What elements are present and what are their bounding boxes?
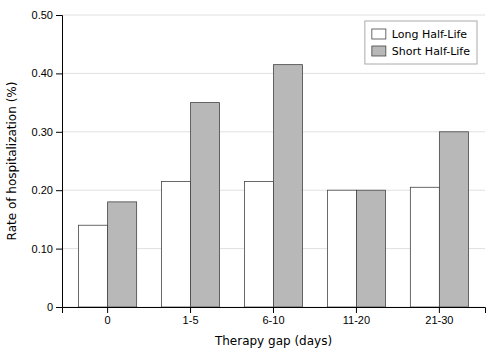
- y-tick-mark: [56, 132, 62, 133]
- x-tick-label: 0: [105, 314, 111, 326]
- x-tick: 21-30: [425, 307, 453, 326]
- x-tick: 6-10: [262, 307, 284, 326]
- x-tick-mark: [439, 307, 440, 313]
- y-axis: 0 0.10 0.20 0.30 0.40 0.50: [32, 9, 63, 313]
- legend-swatch: [372, 46, 386, 56]
- y-tick-mark: [56, 307, 62, 308]
- x-tick: 0: [105, 307, 111, 326]
- y-tick-label: 0.30: [32, 126, 53, 138]
- legend-item: Long Half-Life: [372, 28, 467, 41]
- chart: 0 1-5 6-10 11-20 21-30 0 0.10 0.20 0.30 0.40 0.50 L…: [0, 0, 500, 355]
- bar: [162, 181, 191, 307]
- x-axis: 0 1-5 6-10 11-20 21-30: [63, 307, 486, 326]
- x-tick: 11-20: [343, 307, 370, 326]
- legend-frame: [365, 21, 477, 64]
- y-axis-line: [56, 16, 63, 308]
- bar: [410, 187, 439, 307]
- grid-line: [62, 15, 485, 16]
- x-tick-mark: [356, 307, 357, 313]
- x-tick-mark: [190, 307, 191, 313]
- y-tick-label: 0.50: [32, 9, 53, 21]
- legend: Long Half-Life Short Half-Life: [365, 21, 477, 64]
- legend-label: Short Half-Life: [392, 45, 470, 58]
- y-tick-label: 0: [47, 301, 53, 313]
- y-axis-title: Rate of hospitalization (%): [5, 82, 19, 241]
- y-tick: 0: [47, 301, 62, 313]
- bar-series: [108, 65, 469, 307]
- x-axis-title: Therapy gap (days): [214, 334, 332, 348]
- bar: [439, 132, 468, 307]
- y-tick: 0.20: [32, 184, 62, 196]
- x-tick-mark: [273, 307, 274, 313]
- legend-label: Long Half-Life: [392, 28, 467, 41]
- y-tick-mark: [56, 15, 62, 16]
- y-tick-mark: [56, 73, 62, 74]
- bar: [191, 103, 220, 307]
- y-tick-mark: [56, 249, 62, 250]
- bar: [274, 65, 303, 307]
- legend-item: Short Half-Life: [372, 45, 470, 58]
- bar: [244, 181, 273, 307]
- y-tick: 0.40: [32, 67, 62, 79]
- x-tick: 1-5: [183, 307, 199, 326]
- x-tick-label: 21-30: [425, 314, 453, 326]
- x-tick-label: 1-5: [183, 314, 199, 326]
- y-tick-label: 0.10: [32, 243, 53, 255]
- x-axis-line: [63, 308, 486, 314]
- x-tick-label: 6-10: [262, 314, 284, 326]
- bar: [108, 202, 137, 307]
- grid: [62, 15, 485, 307]
- y-tick: 0.10: [32, 243, 62, 255]
- y-tick-label: 0.40: [32, 67, 53, 79]
- bar: [327, 190, 356, 307]
- plot: 0 1-5 6-10 11-20 21-30 0 0.10 0.20 0.30 0.40 0.50 L…: [32, 9, 486, 326]
- bar: [356, 190, 385, 307]
- bar-series: [79, 181, 440, 307]
- bars: [79, 65, 469, 307]
- x-tick-mark: [107, 307, 108, 313]
- y-tick-mark: [56, 190, 62, 191]
- x-tick-label: 11-20: [343, 314, 370, 326]
- bar: [79, 225, 108, 307]
- y-tick-label: 0.20: [32, 184, 53, 196]
- legend-swatch: [372, 29, 386, 39]
- y-tick: 0.50: [32, 9, 62, 21]
- y-tick: 0.30: [32, 126, 62, 138]
